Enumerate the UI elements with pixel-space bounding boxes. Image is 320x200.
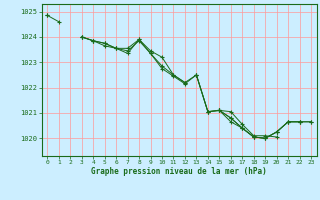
X-axis label: Graphe pression niveau de la mer (hPa): Graphe pression niveau de la mer (hPa) bbox=[91, 167, 267, 176]
